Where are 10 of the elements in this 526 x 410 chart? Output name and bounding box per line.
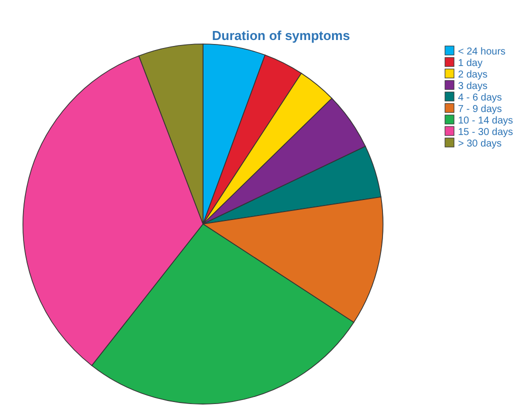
legend-label: 7 - 9 days [458, 104, 502, 115]
legend-label: 2 days [458, 70, 488, 80]
legend-label: 15 - 30 days [458, 127, 514, 138]
chart-title: Duration of symptoms [212, 28, 350, 43]
legend-label: 3 days [458, 81, 488, 92]
legend-label: 1 day [458, 58, 482, 69]
legend-label: 10 - 14 days [458, 116, 514, 126]
legend-label: > 30 days [458, 138, 502, 150]
legend-label: 4 - 6 days [458, 92, 502, 104]
legend-label: < 24 hours [458, 46, 506, 58]
